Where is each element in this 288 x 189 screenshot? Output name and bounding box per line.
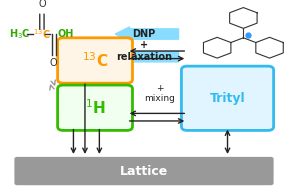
FancyBboxPatch shape — [58, 38, 132, 83]
Text: OH: OH — [58, 29, 74, 39]
FancyArrowPatch shape — [97, 129, 102, 153]
Text: Trityl: Trityl — [210, 92, 245, 105]
FancyArrow shape — [115, 50, 179, 64]
FancyBboxPatch shape — [181, 66, 274, 130]
FancyArrowPatch shape — [131, 111, 184, 116]
Text: O: O — [38, 0, 46, 9]
Text: +
mixing: + mixing — [144, 84, 175, 103]
FancyBboxPatch shape — [58, 85, 132, 130]
FancyArrowPatch shape — [71, 129, 76, 153]
FancyBboxPatch shape — [14, 157, 274, 185]
Text: O: O — [50, 58, 57, 68]
Text: $^{1}$H: $^{1}$H — [85, 98, 105, 117]
Text: $^{13}$C: $^{13}$C — [82, 51, 108, 70]
FancyArrowPatch shape — [131, 49, 184, 53]
FancyArrowPatch shape — [225, 131, 230, 153]
FancyArrowPatch shape — [50, 85, 54, 90]
FancyArrowPatch shape — [230, 70, 253, 123]
FancyArrowPatch shape — [83, 84, 87, 153]
FancyArrowPatch shape — [51, 80, 55, 85]
Text: DNP
+
relaxation: DNP + relaxation — [116, 29, 172, 62]
FancyArrowPatch shape — [130, 56, 183, 61]
Text: Lattice: Lattice — [120, 165, 168, 177]
FancyArrowPatch shape — [130, 119, 183, 123]
Text: H$_3$C: H$_3$C — [9, 27, 30, 41]
FancyArrow shape — [115, 27, 179, 41]
Text: $^{13}$C: $^{13}$C — [33, 27, 51, 41]
